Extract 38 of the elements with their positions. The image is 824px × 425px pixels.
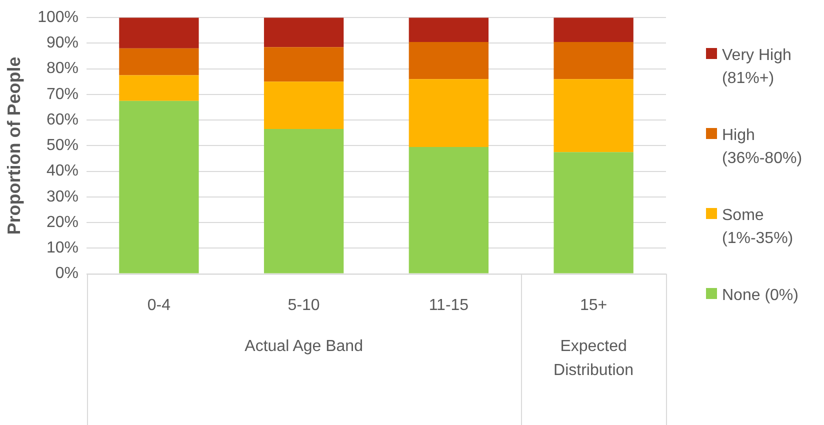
y-tick-label: 30% [46,188,79,206]
x-tick-label: 0-4 [147,296,171,314]
legend-label: Very High (81%+) [722,46,792,89]
bar [119,48,199,76]
bar [408,18,489,42]
y-axis-title: Proportion of People [4,56,24,235]
y-tick-label: 90% [46,34,79,52]
bar [119,100,199,274]
y-tick-label: 60% [46,111,79,128]
bar [554,152,634,274]
x-tick-label: 5-10 [288,296,320,314]
text: Actual Age Band [244,338,363,356]
y-tick-label: 80% [46,60,79,78]
y-tick-label: 20% [46,214,79,231]
bar [264,82,344,130]
y-tick-label: 50% [46,137,79,154]
legend-label: Some (1%-35%) [722,206,794,249]
bar [264,47,344,82]
bar [554,79,634,152]
bar [408,79,489,147]
y-tick-label: 0% [55,265,79,282]
bar [119,75,199,101]
y-tick-label: 100% [38,9,79,26]
bar [554,42,634,80]
bar [264,129,344,274]
x-tick-label: 11-15 [428,296,469,314]
y-tick-label: 70% [46,86,79,103]
legend-label: None (0%) [722,286,800,306]
bar [119,18,199,48]
bar [554,18,634,42]
x-tick-label: 15+ [580,296,608,314]
bar [264,18,344,48]
text: Expected Distribution [554,338,634,380]
y-tick-label: 40% [46,162,79,180]
bar [408,42,489,80]
bar [408,146,489,274]
legend-label: High (36%-80%) [722,126,804,169]
y-tick-label: 10% [46,240,79,257]
